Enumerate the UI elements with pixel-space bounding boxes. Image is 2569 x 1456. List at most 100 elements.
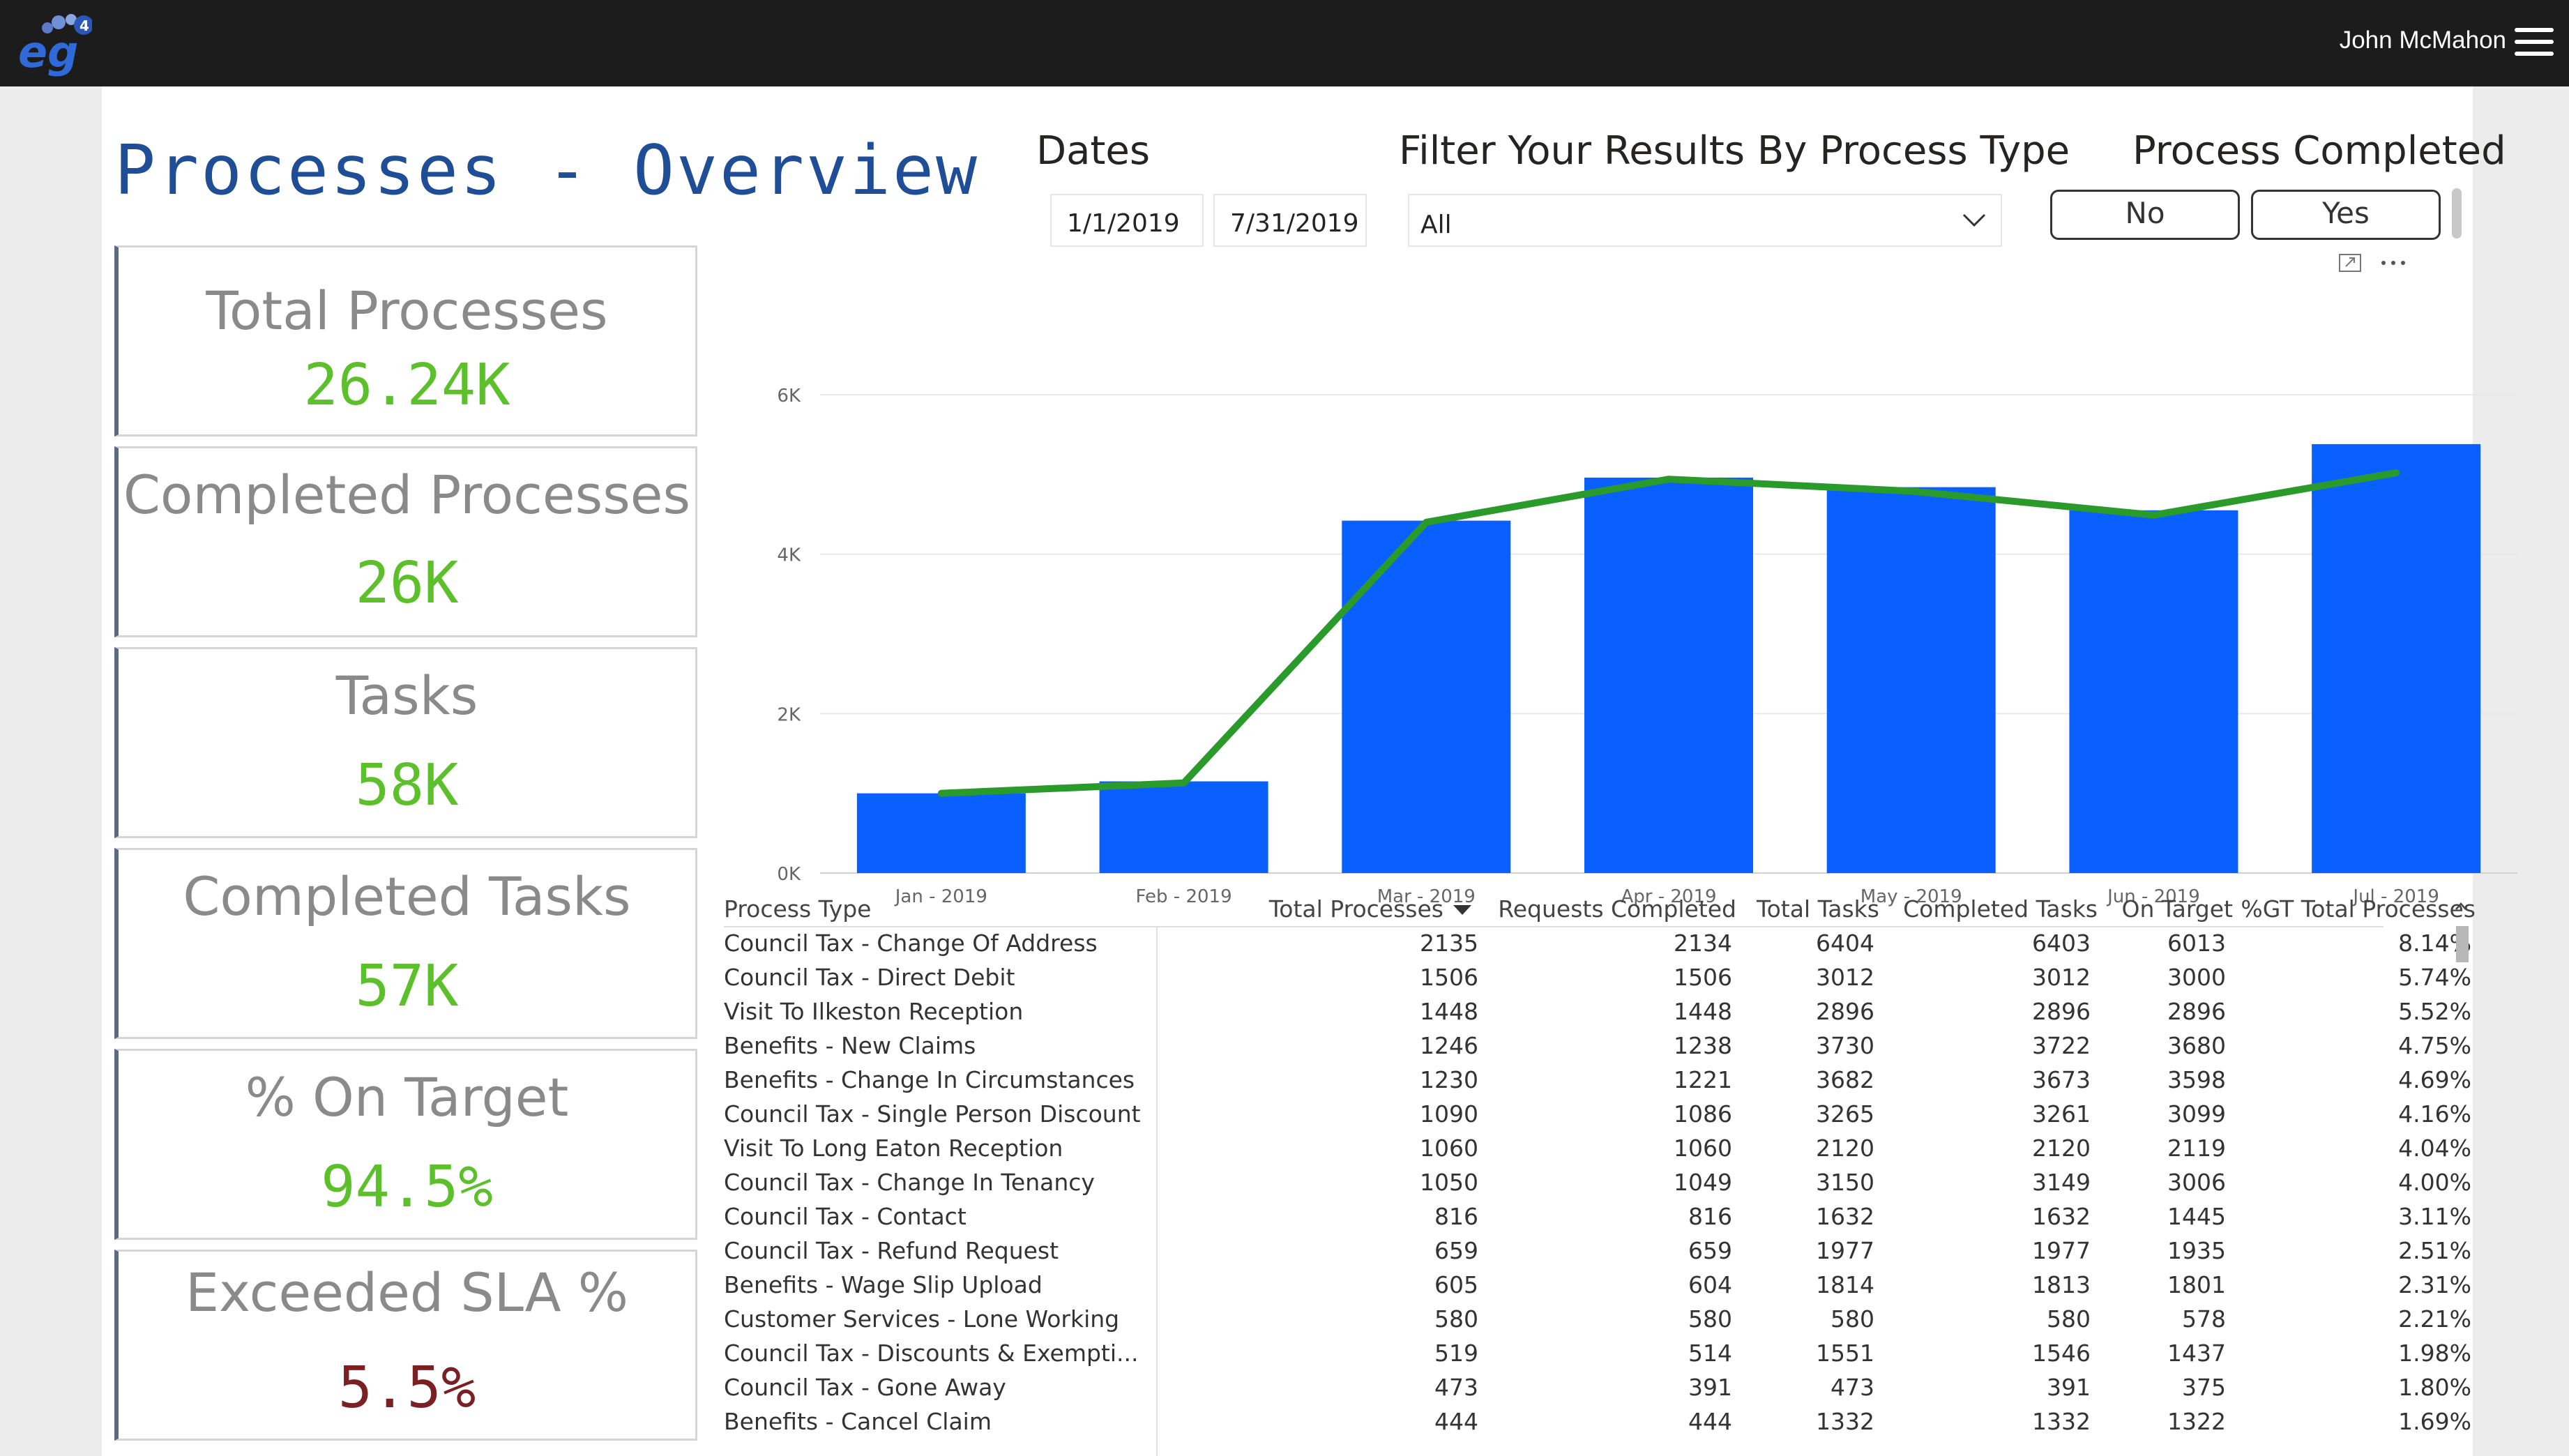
eg4-logo-icon[interactable]: 4 eg [15, 10, 92, 77]
numeric-cell: 5.52% [2398, 998, 2471, 1025]
column-header[interactable]: Completed Tasks [1903, 895, 2098, 923]
table-row[interactable]: Council Tax - Change In Tenancy 1050 1049 3… [724, 1165, 2471, 1199]
numeric-cell: 1060 [1420, 1135, 1478, 1162]
chart-line[interactable] [937, 469, 2400, 797]
chart-bar[interactable] [1584, 477, 1753, 873]
numeric-cell: 1322 [2167, 1408, 2226, 1435]
kpi-label: Total Processes [206, 280, 608, 342]
numeric-cell: 3682 [1816, 1066, 1874, 1093]
kpi-card-completed-tasks[interactable]: Completed Tasks 57K [114, 848, 697, 1039]
table-row[interactable]: Benefits - Wage Slip Upload 605 604 1814 181… [724, 1268, 2471, 1302]
numeric-cell: 391 [1688, 1374, 1732, 1401]
table-row[interactable]: Council Tax - Direct Debit 1506 1506 3012 30… [724, 960, 2471, 994]
numeric-cell: 1.98% [2398, 1340, 2471, 1367]
x-tick-label: Jan - 2019 [894, 886, 987, 907]
numeric-cell: 3012 [1816, 964, 1874, 991]
numeric-cell: 3261 [2032, 1100, 2091, 1128]
kpi-value: 5.5% [338, 1355, 476, 1421]
scroll-up-icon[interactable] [2452, 898, 2470, 915]
numeric-cell: 514 [1688, 1340, 1732, 1367]
numeric-cell: 1448 [1420, 998, 1478, 1025]
column-header[interactable]: On Target [2121, 895, 2233, 923]
completed-yes-button[interactable]: Yes [2251, 190, 2441, 240]
numeric-cell: 375 [2182, 1374, 2226, 1401]
y-tick-label: 0K [777, 864, 801, 885]
table-row[interactable]: Council Tax - Gone Away 473 391 473 391 375 1.… [724, 1370, 2471, 1404]
process-type-cell: Council Tax - Change Of Address [724, 930, 1098, 957]
table-row[interactable]: Council Tax - Discounts & Exempti... 519 5… [724, 1336, 2471, 1370]
numeric-cell: 605 [1434, 1271, 1478, 1298]
numeric-cell: 3006 [2167, 1169, 2226, 1196]
numeric-cell: 4.00% [2398, 1169, 2471, 1196]
chart-bar[interactable] [1342, 520, 1511, 873]
table-row[interactable]: Customer Services - Lone Working 580 580 58… [724, 1302, 2471, 1336]
numeric-cell: 1977 [2032, 1237, 2091, 1264]
table-row[interactable]: Benefits - Cancel Claim 444 444 1332 1332 132… [724, 1404, 2471, 1439]
process-type-dropdown[interactable]: All [1408, 194, 2002, 247]
focus-mode-icon[interactable] [2337, 251, 2364, 275]
numeric-cell: 444 [1688, 1408, 1732, 1435]
table-row[interactable]: Council Tax - Single Person Discount 1090… [724, 1097, 2471, 1131]
numeric-cell: 2.31% [2398, 1271, 2471, 1298]
chart-bar[interactable] [2312, 443, 2481, 873]
numeric-cell: 659 [1688, 1237, 1732, 1264]
column-header[interactable]: Total Processes [1268, 895, 1443, 923]
column-header[interactable]: %GT Total Processes [2241, 895, 2476, 923]
numeric-cell: 2120 [2032, 1135, 2091, 1162]
chart-bar[interactable] [1826, 487, 1996, 873]
svg-text:eg: eg [18, 26, 78, 77]
column-header[interactable]: Requests Completed [1498, 895, 1736, 923]
column-header[interactable]: Process Type [724, 895, 872, 923]
numeric-cell: 473 [1434, 1374, 1478, 1401]
process-type-cell: Council Tax - Gone Away [724, 1374, 1006, 1401]
chart-bar[interactable] [856, 793, 1026, 873]
numeric-cell: 1230 [1420, 1066, 1478, 1093]
page-title: Processes - Overview [114, 131, 980, 211]
process-type-cell: Council Tax - Contact [724, 1203, 967, 1230]
numeric-cell: 1238 [1674, 1032, 1732, 1059]
hamburger-menu-icon[interactable] [2515, 28, 2554, 56]
process-type-cell: Customer Services - Lone Working [724, 1305, 1120, 1333]
table-row[interactable]: Benefits - Change In Circumstances 1230 12… [724, 1063, 2471, 1097]
numeric-cell: 1246 [1420, 1032, 1478, 1059]
table-row[interactable]: Council Tax - Contact 816 816 1632 1632 1445 3… [724, 1199, 2471, 1234]
completed-no-button[interactable]: No [2050, 190, 2240, 240]
more-options-icon[interactable] [2378, 251, 2409, 275]
kpi-card-total-processes[interactable]: Total Processes 26.24K [114, 245, 697, 437]
end-date-input[interactable]: 7/31/2019 [1213, 194, 1367, 247]
table-row[interactable]: Benefits - New Claims 1246 1238 3730 3722 368… [724, 1029, 2471, 1063]
numeric-cell: 4.16% [2398, 1100, 2471, 1128]
chart-bar[interactable] [2069, 510, 2238, 873]
table-row[interactable]: Council Tax - Change Of Address 2135 2134 6… [724, 926, 2471, 960]
kpi-card-completed-processes[interactable]: Completed Processes 26K [114, 446, 697, 637]
numeric-cell: 1801 [2167, 1271, 2226, 1298]
sort-descending-icon[interactable] [1452, 904, 1473, 918]
numeric-cell: 3680 [2167, 1032, 2226, 1059]
table-row[interactable]: Council Tax - Refund Request 659 659 1977 19… [724, 1234, 2471, 1268]
process-type-selected: All [1420, 211, 1452, 239]
table-row[interactable]: Visit To Long Eaton Reception 1060 1060 212… [724, 1131, 2471, 1165]
user-name[interactable]: John McMahon [2339, 26, 2506, 54]
numeric-cell: 1546 [2032, 1340, 2091, 1367]
kpi-label: Completed Processes [123, 464, 691, 526]
kpi-value: 94.5% [321, 1154, 493, 1220]
table-scrollbar[interactable] [2452, 888, 2470, 1456]
svg-text:4: 4 [79, 17, 89, 34]
kpi-label: % On Target [245, 1066, 569, 1128]
column-header[interactable]: Total Tasks [1757, 895, 1879, 923]
chart-bar[interactable] [1099, 781, 1268, 873]
x-tick-label: May - 2019 [1861, 886, 1962, 907]
kpi-card-on-target[interactable]: % On Target 94.5% [114, 1049, 697, 1240]
start-date-input[interactable]: 1/1/2019 [1050, 194, 1204, 247]
numeric-cell: 580 [2047, 1305, 2091, 1333]
numeric-cell: 4.69% [2398, 1066, 2471, 1093]
processes-combo-chart[interactable]: 0K 2K 4K 6K Jan - 2019 Feb - 2019 Mar - 2019 Ap… [708, 275, 2549, 944]
kpi-card-tasks[interactable]: Tasks 58K [114, 647, 697, 838]
chevron-down-icon [1962, 213, 1986, 227]
table-row[interactable]: Visit To Ilkeston Reception 1448 1448 2896 2… [724, 994, 2471, 1029]
kpi-value: 58K [355, 752, 459, 819]
scroll-thumb[interactable] [2456, 926, 2469, 962]
kpi-card-exceeded-sla[interactable]: Exceeded SLA % 5.5% [114, 1250, 697, 1441]
slicer-scrollbar[interactable] [2452, 188, 2462, 238]
x-tick-label: Jul - 2019 [2351, 886, 2439, 907]
